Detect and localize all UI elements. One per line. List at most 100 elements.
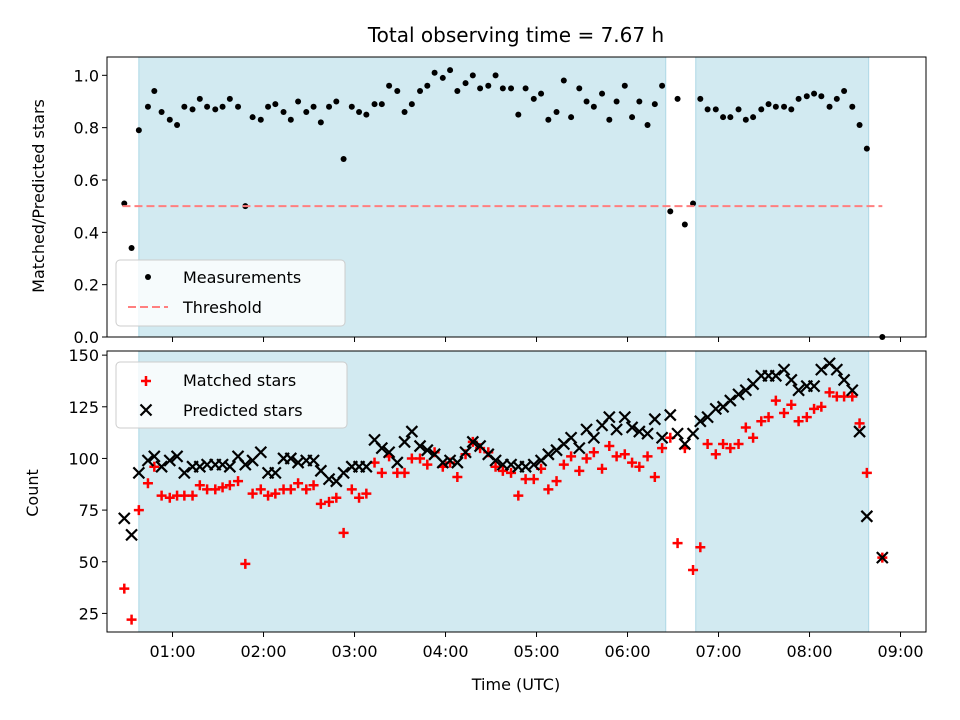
top-y-tick-label: 0.8 <box>74 119 99 138</box>
legend-threshold-label: Threshold <box>182 298 262 317</box>
matched-stars-point <box>770 395 781 406</box>
measurement-point <box>735 106 742 113</box>
matched-stars-point <box>604 441 615 452</box>
matched-stars-point <box>233 476 244 487</box>
predicted-stars-point <box>322 472 336 486</box>
x-tick-label: 09:00 <box>877 642 923 661</box>
matched-stars-point <box>809 403 820 414</box>
measurement-point <box>439 74 446 81</box>
predicted-stars-point <box>671 427 684 440</box>
matched-stars-point <box>824 387 835 398</box>
bottom-y-tick-label: 50 <box>79 553 99 572</box>
matched-stars-point <box>718 438 729 449</box>
bottom-y-tick-label: 125 <box>68 398 99 417</box>
measurement-point <box>333 98 340 105</box>
predicted-stars-point <box>170 450 184 463</box>
predicted-stars-point <box>254 445 268 459</box>
measurement-point <box>492 72 499 79</box>
predicted-stars-point <box>391 456 404 469</box>
measurement-point <box>697 95 704 102</box>
predicted-stars-point <box>777 363 791 376</box>
predicted-stars-point <box>413 439 427 453</box>
predicted-stars-point <box>360 460 373 473</box>
bottom-axes-frame <box>106 350 927 633</box>
bottom-series-predicted-stars <box>118 357 889 564</box>
measurement-point <box>469 72 476 79</box>
legend-box <box>115 361 348 429</box>
matched-stars-point <box>255 484 266 495</box>
matched-stars-point <box>142 478 153 489</box>
legend-matched-stars-label: Matched stars <box>183 371 296 390</box>
predicted-stars-point <box>709 402 723 416</box>
matched-stars-point <box>657 443 668 454</box>
bottom-legend: Matched stars Predicted stars <box>115 361 348 429</box>
measurement-point <box>849 103 856 110</box>
matched-stars-point <box>224 480 235 491</box>
predicted-stars-point <box>732 388 745 401</box>
predicted-stars-point <box>382 445 396 459</box>
measurement-point <box>189 106 196 113</box>
predicted-stars-point <box>573 441 586 455</box>
measurement-point <box>560 77 567 84</box>
legend-measurements-marker <box>145 274 151 280</box>
matched-stars-point <box>786 399 797 410</box>
predicted-stars-point <box>625 421 639 434</box>
predicted-stars-point <box>648 412 662 426</box>
matched-stars-point <box>763 412 774 423</box>
measurement-point <box>431 69 438 76</box>
measurement-point <box>750 114 757 121</box>
measurement-point <box>174 122 181 129</box>
predicted-stars-point <box>542 448 555 461</box>
predicted-stars-point <box>155 460 168 473</box>
matched-stars-point <box>324 496 335 507</box>
chart-title: Total observing time = 7.67 h <box>367 23 664 47</box>
matched-stars-point <box>513 490 524 501</box>
matched-stars-point <box>702 438 713 449</box>
measurement-point <box>310 103 317 110</box>
measurement-point <box>272 101 279 108</box>
matched-stars-point <box>376 467 387 478</box>
predicted-stars-point <box>284 452 298 465</box>
measurement-point <box>196 95 203 102</box>
predicted-stars-point <box>132 466 146 480</box>
measurement-point <box>249 114 256 121</box>
predicted-stars-point <box>678 437 692 451</box>
legend-measurements-label: Measurements <box>183 268 301 287</box>
matched-stars-point <box>793 416 804 427</box>
matched-stars-point <box>816 401 827 412</box>
predicted-stars-point <box>792 383 805 397</box>
matched-stars-point <box>187 490 198 501</box>
predicted-stars-point <box>853 425 866 438</box>
matched-stars-point <box>301 484 312 495</box>
predicted-stars-point <box>223 460 237 473</box>
measurement-point <box>477 85 484 92</box>
predicted-stars-point <box>163 454 177 467</box>
predicted-stars-point <box>405 425 419 438</box>
top-y-tick-label: 0.2 <box>74 276 99 295</box>
predicted-stars-point <box>459 445 472 459</box>
bottom-panel: 25 50 75 100 125 150 01:00 02:00 03:00 04:00 05:00… <box>68 346 927 661</box>
measurement-point <box>386 82 393 89</box>
predicted-stars-point <box>118 512 131 525</box>
bottom-series-matched-stars <box>119 387 888 625</box>
matched-stars-point <box>611 451 622 462</box>
bottom-y-tick-label: 100 <box>68 449 99 468</box>
matched-stars-point <box>346 484 357 495</box>
measurement-point <box>530 95 537 102</box>
matched-stars-point <box>399 467 410 478</box>
matched-stars-point <box>452 472 463 483</box>
legend-predicted-stars-label: Predicted stars <box>183 401 303 420</box>
matched-stars-point <box>642 451 653 462</box>
predicted-stars-point <box>421 443 434 457</box>
predicted-stars-point <box>193 460 207 473</box>
x-tick-label: 05:00 <box>513 642 559 661</box>
matched-stars-point <box>801 412 812 423</box>
matched-stars-point <box>194 480 205 491</box>
x-tick-label: 02:00 <box>240 642 286 661</box>
predicted-stars-point <box>178 466 191 480</box>
measurement-point <box>508 85 515 92</box>
measurement-point <box>704 106 711 113</box>
predicted-stars-point <box>307 454 320 467</box>
measurement-point <box>128 245 135 252</box>
matched-stars-point <box>354 492 365 503</box>
